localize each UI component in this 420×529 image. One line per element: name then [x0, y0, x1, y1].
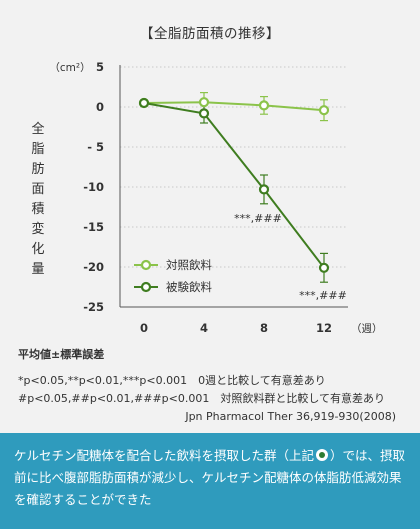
significance-note-2: #p<0.05,##p<0.01,###p<0.001 対照飲料群と比較して有意… — [18, 392, 386, 405]
data-point — [138, 97, 150, 109]
series-layer — [138, 91, 330, 283]
x-tick-label: 4 — [200, 321, 208, 335]
legend-marker — [140, 259, 152, 271]
legend-label: 対照飲料 — [166, 258, 212, 272]
y-tick-label: -25 — [83, 300, 104, 314]
notes: 平均値±標準誤差 *p<0.05,**p<0.01,***p<0.001 0週と… — [18, 346, 408, 426]
data-point — [198, 108, 210, 119]
axes: 5 0 - 5 -10 -15 -20 -25 （cm²） 0 4 8 12 （週） — [49, 60, 382, 335]
data-point — [258, 100, 270, 111]
y-tick-label: - 5 — [87, 140, 104, 154]
legend-label: 被験飲料 — [166, 280, 212, 294]
x-tick-label: 0 — [140, 321, 148, 335]
summary-banner: ケルセチン配糖体を配合した飲料を摂取した群（上記 ）では、摂取前に比べ腹部脂肪面積… — [0, 433, 420, 529]
y-tick-label: -10 — [83, 180, 104, 194]
series-line — [143, 101, 325, 112]
x-tick-label: 12 — [316, 321, 332, 335]
banner-text-2: ）では、摂取前に比べ腹部脂肪面積が減少し、ケルセチン配糖体の体脂肪低減効果を確認… — [14, 448, 406, 507]
significance-annotation: ***,### — [299, 289, 347, 302]
y-axis-unit: （cm²） — [49, 62, 90, 74]
data-point — [318, 105, 330, 116]
y-axis-label: 全脂肪面積変化量 — [31, 122, 45, 277]
x-axis-unit: （週） — [351, 323, 383, 335]
x-tick-label: 8 — [260, 321, 268, 335]
y-tick-label: -20 — [83, 260, 104, 274]
test-group-marker-icon — [316, 449, 329, 461]
y-tick-label: -15 — [83, 220, 104, 234]
series-line — [143, 102, 325, 269]
y-tick-label: 0 — [96, 100, 104, 114]
data-point — [318, 262, 330, 273]
data-point — [258, 184, 270, 195]
chart-title: 【全脂肪面積の推移】 — [140, 26, 280, 42]
chart: 50- 5-10-15-20-25（cm²）0 4 8 12 （週） 対照飲料被験飲料 … — [49, 60, 382, 335]
annotations: ***,### ***,### — [234, 212, 347, 302]
stat-note: 平均値±標準誤差 — [18, 348, 105, 361]
source-citation: Jpn Pharmacol Ther 36,919-930(2008) — [185, 410, 396, 423]
legend-marker — [140, 281, 152, 293]
significance-note-1: *p<0.05,**p<0.01,***p<0.001 0週と比較して有意差あり — [18, 374, 326, 387]
significance-annotation: ***,### — [234, 212, 282, 225]
data-point — [198, 97, 210, 108]
y-tick-label: 5 — [96, 60, 104, 74]
banner-text-1: ケルセチン配糖体を配合した飲料を摂取した群（上記 — [14, 448, 315, 463]
